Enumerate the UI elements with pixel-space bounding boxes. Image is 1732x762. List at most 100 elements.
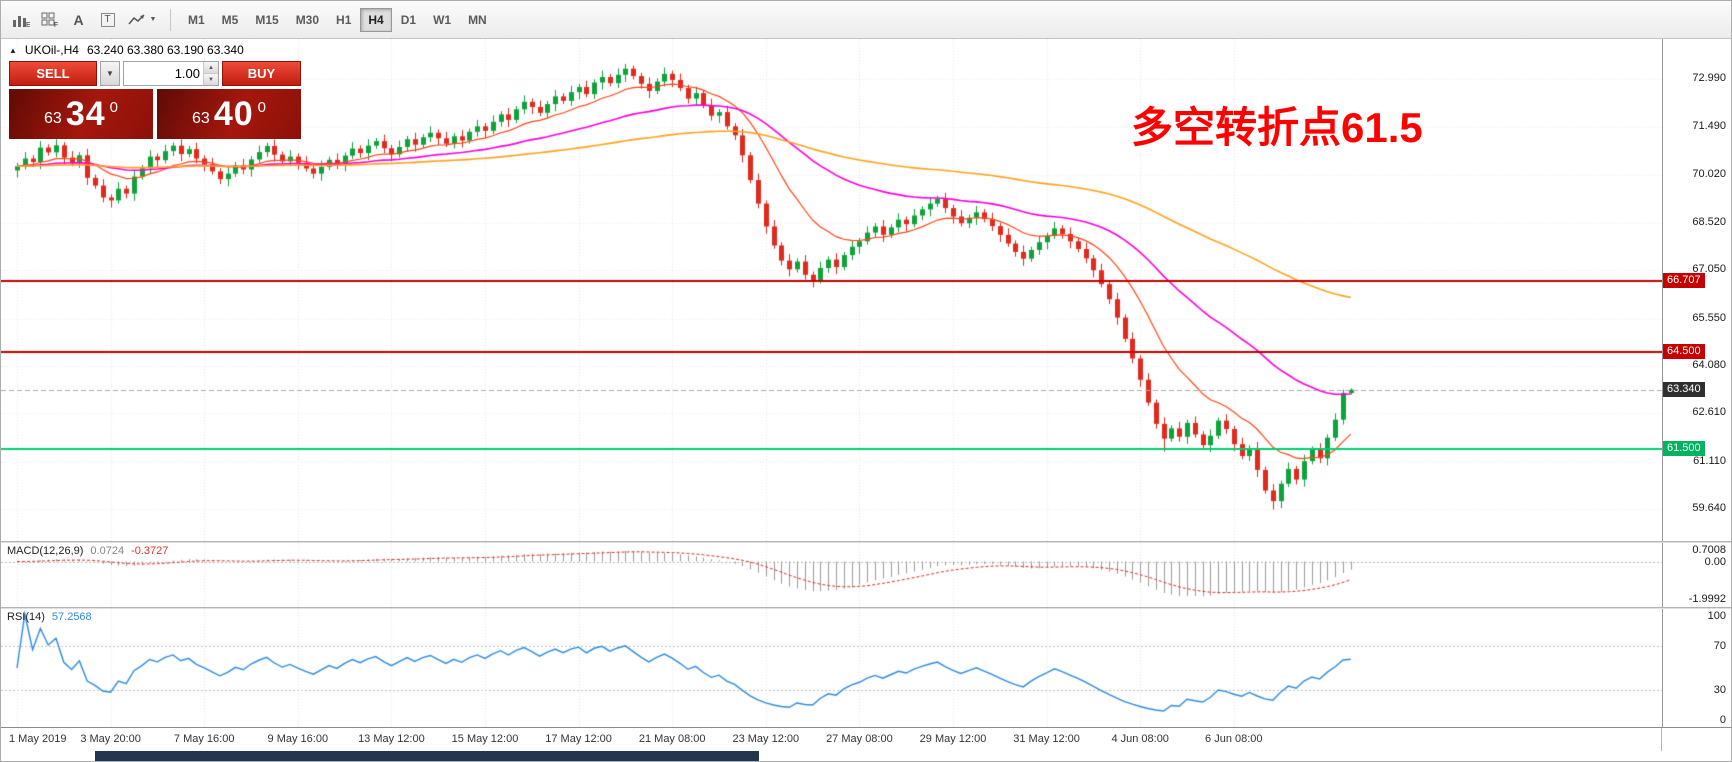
svg-text:F: F	[54, 22, 58, 28]
one-click-trade-widget: SELL ▼ ▲ ▼ BUY 63 34 0 63	[9, 61, 301, 139]
rsi-scale-label: 0	[1719, 714, 1726, 726]
volume-up-button[interactable]: ▲	[204, 62, 218, 73]
price-axis-label: 65.550	[1692, 311, 1726, 324]
bar-chart-glyph: E	[12, 15, 30, 28]
chart-text-annotation: 多空转折点61.5	[1131, 104, 1423, 151]
macd-scale-min: -1.9992	[1688, 593, 1726, 605]
price-axis-label: 70.020	[1692, 167, 1726, 180]
price-axis-label: 71.490	[1692, 120, 1726, 133]
time-axis-label: 7 May 16:00	[173, 733, 235, 745]
timeframe-m1[interactable]: M1	[188, 12, 205, 27]
time-axis-label: 1 May 2019	[9, 733, 67, 745]
panel-splitter[interactable]	[1, 541, 1731, 543]
ask-pips: 40	[213, 95, 254, 133]
price-axis-label: 72.990	[1692, 71, 1726, 84]
price-chart-panel: ▲ UKOil-,H4 63.240 63.380 63.190 63.340 …	[1, 39, 1731, 541]
time-axis-label: 3 May 20:00	[80, 733, 141, 745]
bid-price-box[interactable]: 63 34 0	[9, 89, 153, 139]
ask-pipette: 0	[257, 98, 266, 116]
chart-template-e-icon[interactable]: E	[7, 7, 34, 33]
timeframe-mn[interactable]: MN	[468, 12, 487, 27]
chart-header: ▲ UKOil-,H4 63.240 63.380 63.190 63.340	[9, 43, 244, 57]
time-axis-label: 15 May 12:00	[451, 733, 519, 745]
timeframe-m30[interactable]: M30	[295, 12, 320, 27]
ohlc-values: 63.240 63.380 63.190 63.340	[86, 43, 244, 57]
time-axis-label: 6 Jun 08:00	[1205, 733, 1263, 745]
price-axis-label: 59.640	[1692, 501, 1726, 514]
macd-panel: MACD(12,26,9) 0.0724 -0.3727 0.7008 0.00 -1.…	[1, 543, 1731, 607]
ask-big-figure: 63	[192, 109, 210, 127]
macd-canvas[interactable]	[1, 543, 1731, 607]
symbol-expand-icon[interactable]: ▲	[9, 45, 17, 55]
time-axis-label: 29 May 12:00	[919, 733, 987, 745]
volume-input[interactable]	[124, 62, 203, 85]
price-axis: 72.990 71.490 70.020 68.520 67.050 65.550 64.0…	[1662, 39, 1731, 541]
polyline-dropdown-caret: ▼	[149, 16, 157, 23]
toolbar: E F A T ▼ M1 M5 M15 M30 H1 H4 D1 W1 MN	[1, 1, 1731, 39]
macd-main-value: 0.0724	[90, 545, 125, 557]
text-label-t-icon[interactable]: T	[94, 7, 121, 33]
time-axis-label: 31 May 12:00	[1013, 733, 1080, 745]
bid-pips: 34	[65, 95, 106, 133]
svg-text:E: E	[26, 22, 30, 28]
timeframe-h4[interactable]: H4	[360, 7, 392, 32]
price-level-badge: 64.500	[1663, 344, 1705, 360]
t-box-glyph: T	[100, 12, 115, 27]
rsi-axis: 100 70 30 0	[1662, 609, 1731, 727]
time-axis-label: 17 May 12:00	[545, 733, 612, 745]
timeframe-buttons: M1 M5 M15 M30 H1 H4 D1 W1 MN	[180, 7, 495, 32]
axis-edge-line	[1661, 728, 1662, 751]
volume-down-button[interactable]: ▼	[204, 73, 218, 85]
rsi-label: RSI(14) 57.2568	[7, 611, 92, 623]
time-axis-label: 21 May 08:00	[638, 733, 706, 745]
grid-f-icon[interactable]: F	[36, 7, 63, 33]
volume-box: ▲ ▼	[123, 61, 219, 86]
panel-splitter[interactable]	[1, 607, 1731, 609]
text-tool-a-icon[interactable]: A	[73, 11, 84, 28]
time-axis-label: 27 May 08:00	[826, 733, 893, 745]
rsi-canvas[interactable]	[1, 609, 1731, 727]
price-axis-label: 68.520	[1692, 215, 1726, 228]
buy-button[interactable]: BUY	[222, 61, 301, 86]
price-axis-label: 67.050	[1692, 263, 1726, 276]
time-axis-label: 9 May 16:00	[267, 733, 329, 745]
macd-scale-max: 0.7008	[1692, 544, 1726, 556]
price-level-badge: 61.500	[1663, 440, 1705, 456]
trade-controls-row: SELL ▼ ▲ ▼ BUY	[9, 61, 301, 86]
macd-signal-value: -0.3727	[131, 545, 169, 557]
ask-price-box[interactable]: 63 40 0	[157, 89, 301, 139]
order-type-dropdown[interactable]: ▼	[100, 61, 120, 86]
timeframe-m15[interactable]: M15	[255, 12, 279, 27]
price-level-badge: 63.340	[1663, 381, 1705, 397]
quote-row: 63 34 0 63 40 0	[9, 89, 301, 139]
sell-button[interactable]: SELL	[9, 61, 97, 86]
time-axis-label: 23 May 12:00	[732, 733, 800, 745]
time-axis[interactable]: 1 May 2019 3 May 20:00 7 May 16:00 9 May 16…	[1, 727, 1731, 751]
time-axis-label: 4 Jun 08:00	[1111, 733, 1169, 745]
symbol-period-label: UKOil-,H4	[24, 43, 79, 57]
timeframe-h1[interactable]: H1	[336, 12, 352, 27]
rsi-scale-label: 30	[1713, 683, 1726, 696]
grid-glyph: F	[41, 12, 58, 28]
macd-scale-zero: 0.00	[1704, 555, 1726, 568]
rsi-title: RSI(14)	[7, 611, 45, 623]
timeframe-w1[interactable]: W1	[433, 12, 452, 27]
polyline-tool-icon[interactable]: ▼	[123, 7, 161, 33]
timeframe-d1[interactable]: D1	[400, 12, 417, 27]
rsi-scale-label: 70	[1713, 640, 1726, 653]
bid-big-figure: 63	[44, 109, 62, 127]
price-axis-label: 61.110	[1693, 454, 1726, 467]
time-axis-label: 13 May 12:00	[358, 733, 425, 745]
volume-spinner: ▲ ▼	[203, 62, 218, 85]
rsi-scale-label: 100	[1707, 610, 1726, 622]
bid-pipette: 0	[109, 98, 118, 116]
bottom-row	[1, 751, 1731, 761]
timeframe-m5[interactable]: M5	[221, 12, 239, 27]
macd-axis: 0.7008 0.00 -1.9992	[1662, 543, 1731, 607]
macd-title: MACD(12,26,9)	[7, 545, 84, 557]
toolbar-separator	[170, 8, 171, 31]
macd-label: MACD(12,26,9) 0.0724 -0.3727	[7, 545, 168, 557]
price-level-badge: 66.707	[1663, 273, 1705, 289]
polyline-glyph	[127, 13, 145, 24]
